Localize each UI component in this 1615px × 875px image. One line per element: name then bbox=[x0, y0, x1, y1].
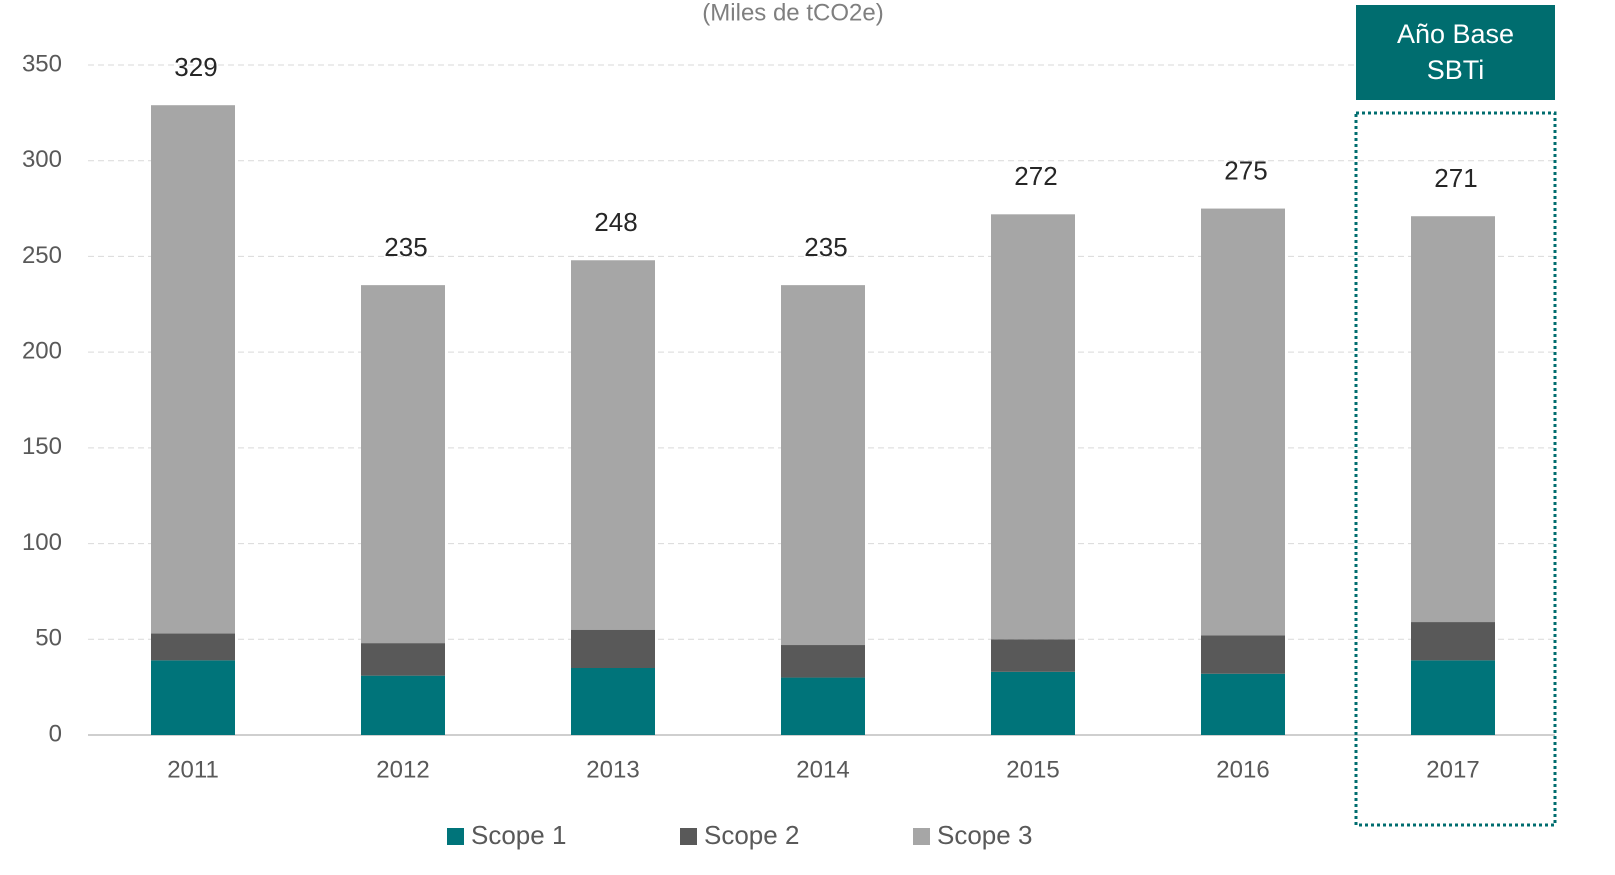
bar-segment bbox=[151, 660, 235, 735]
bar-segment bbox=[361, 285, 445, 644]
bar-segment bbox=[991, 639, 1075, 672]
bar-segment bbox=[571, 668, 655, 735]
bar-segment bbox=[151, 633, 235, 661]
total-label: 329 bbox=[174, 52, 217, 82]
y-tick-label: 250 bbox=[22, 242, 62, 269]
total-label: 235 bbox=[384, 232, 427, 262]
total-label: 272 bbox=[1014, 161, 1057, 191]
highlight-box bbox=[1354, 111, 1557, 827]
chart-subtitle: (Miles de tCO2e) bbox=[702, 0, 883, 26]
bar-segment bbox=[1411, 216, 1495, 623]
bar-segment bbox=[1201, 673, 1285, 735]
bar-segment bbox=[1201, 208, 1285, 636]
annotation: Año Base SBTi bbox=[1356, 5, 1555, 100]
bar-segment bbox=[361, 643, 445, 676]
bar-segment bbox=[781, 285, 865, 646]
x-tick-label: 2017 bbox=[1426, 756, 1479, 783]
bar-segment bbox=[991, 214, 1075, 640]
y-tick-label: 0 bbox=[49, 720, 62, 747]
y-tick-label: 350 bbox=[22, 50, 62, 77]
total-label: 271 bbox=[1434, 163, 1477, 193]
y-tick-label: 50 bbox=[35, 625, 62, 652]
x-tick-label: 2016 bbox=[1216, 756, 1269, 783]
bar-segment bbox=[151, 105, 235, 634]
bar-segment bbox=[1201, 635, 1285, 674]
legend-swatch bbox=[913, 828, 930, 845]
legend-swatch bbox=[680, 828, 697, 845]
x-tick-label: 2011 bbox=[167, 756, 219, 783]
total-label: 248 bbox=[594, 207, 637, 237]
bar-segment bbox=[991, 671, 1075, 735]
total-label: 275 bbox=[1224, 155, 1267, 185]
total-label: 235 bbox=[804, 232, 847, 262]
bar-segment bbox=[571, 629, 655, 668]
legend-label: Scope 2 bbox=[704, 820, 799, 850]
legend-label: Scope 1 bbox=[471, 820, 566, 850]
bar-segment bbox=[1411, 622, 1495, 661]
x-tick-label: 2015 bbox=[1006, 756, 1059, 783]
x-tick-label: 2013 bbox=[586, 756, 639, 783]
bar-segment bbox=[781, 677, 865, 735]
y-tick-label: 100 bbox=[22, 529, 62, 556]
legend-swatch bbox=[447, 828, 464, 845]
y-tick-label: 200 bbox=[22, 337, 62, 364]
legend-label: Scope 3 bbox=[937, 820, 1032, 850]
bar-segment bbox=[361, 675, 445, 735]
x-tick-label: 2012 bbox=[376, 756, 429, 783]
x-tick-label: 2014 bbox=[796, 756, 849, 783]
y-tick-label: 300 bbox=[22, 146, 62, 173]
y-tick-label: 150 bbox=[22, 433, 62, 460]
bar-segment bbox=[781, 645, 865, 678]
bar-segment bbox=[1411, 660, 1495, 735]
bar-segment bbox=[571, 260, 655, 630]
